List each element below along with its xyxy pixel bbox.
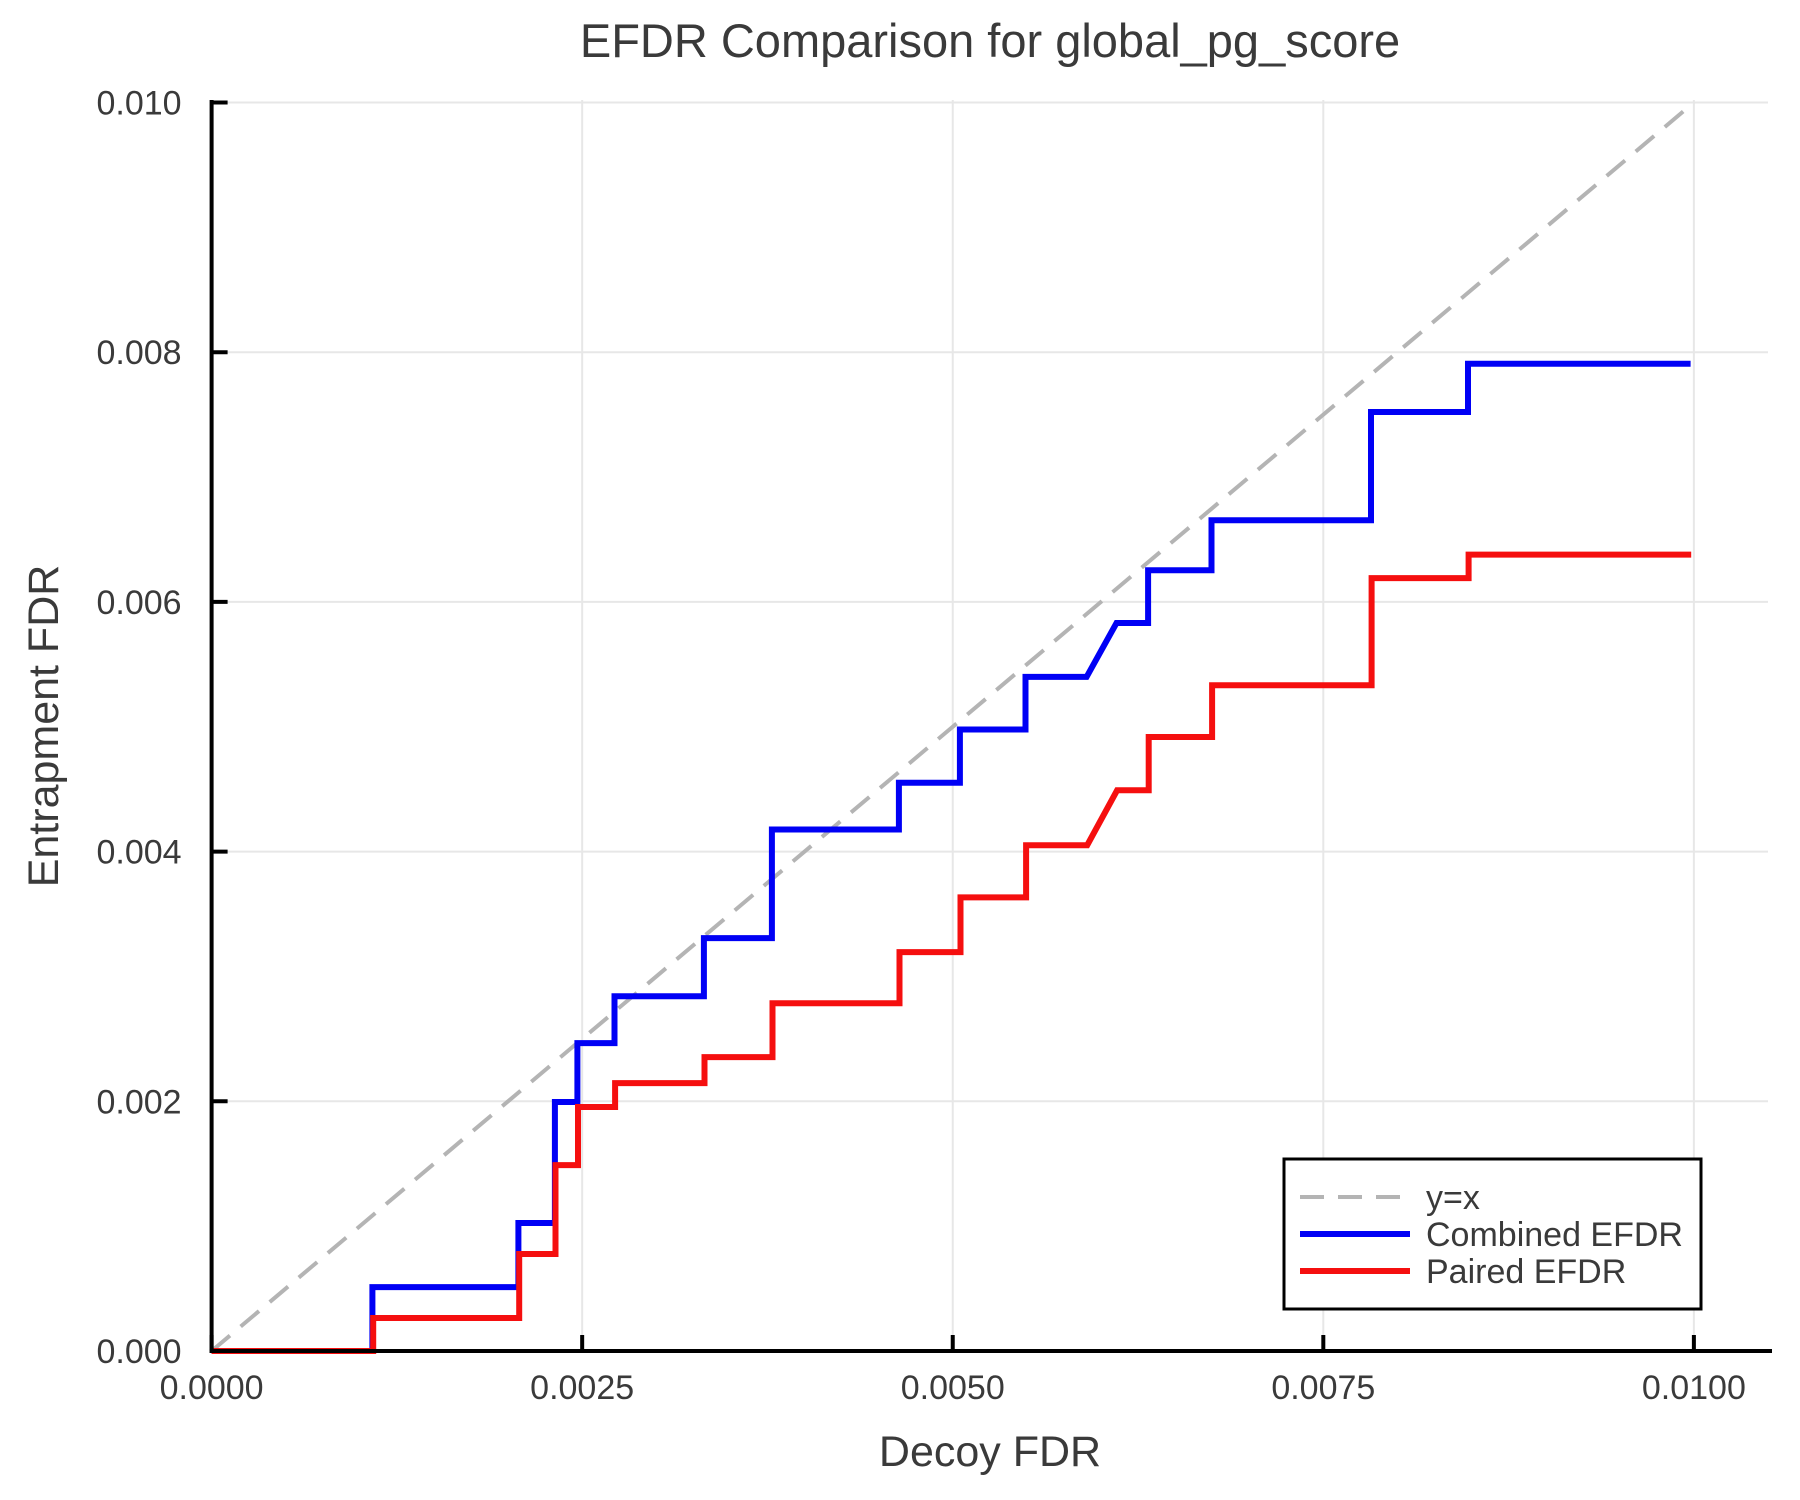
- tick-labels: 0.0000 0.0025 0.0050 0.0075 0.0100 0.000 0.002…: [97, 84, 1746, 1407]
- legend-label-y-equals-x: y=x: [1426, 1179, 1480, 1217]
- tick-marks: [209, 100, 1696, 1353]
- reference-line-group: [210, 100, 1696, 1353]
- y-tick-label-0.006: 0.006: [97, 584, 182, 622]
- x-tick-label-0.0000: 0.0000: [160, 1369, 264, 1407]
- x-tick-label-0.0025: 0.0025: [530, 1369, 634, 1407]
- y-tick-label-0.010: 0.010: [97, 84, 182, 122]
- axes-spines: [209, 100, 1772, 1353]
- x-axis-label: Decoy FDR: [879, 1428, 1101, 1476]
- series-lines: [211, 360, 1692, 1354]
- x-tick-label-0.0075: 0.0075: [1271, 1369, 1375, 1407]
- legend-label-combined-efdr: Combined EFDR: [1426, 1216, 1683, 1254]
- legend-label-paired-efdr: Paired EFDR: [1426, 1253, 1626, 1291]
- y-tick-label-0.000: 0.000: [97, 1333, 182, 1371]
- x-tick-label-0.0050: 0.0050: [901, 1369, 1005, 1407]
- paired-efdr-line: [211, 551, 1692, 1354]
- y-tick-label-0.002: 0.002: [97, 1083, 182, 1121]
- y-tick-label-0.008: 0.008: [97, 334, 182, 372]
- y-axis-label: Entrapment FDR: [20, 565, 68, 888]
- x-tick-label-0.0100: 0.0100: [1642, 1369, 1746, 1407]
- chart-title: EFDR Comparison for global_pg_score: [580, 14, 1400, 67]
- y-tick-label-0.004: 0.004: [97, 834, 182, 872]
- y-equals-x-line: [210, 100, 1696, 1353]
